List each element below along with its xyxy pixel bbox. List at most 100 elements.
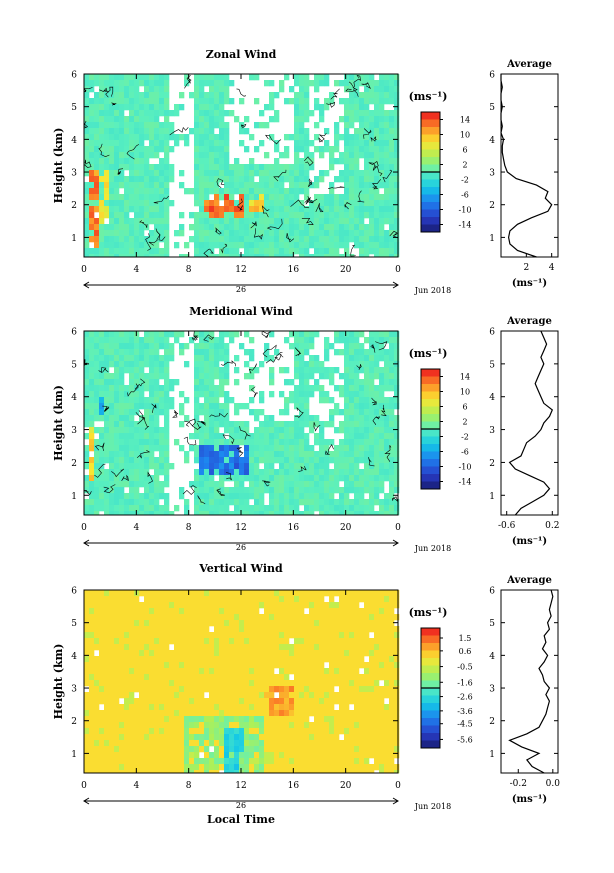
heatmap-cell <box>349 421 355 428</box>
heatmap-cell <box>209 644 215 651</box>
heatmap-cell <box>119 728 125 735</box>
heatmap-cell <box>379 439 385 446</box>
heatmap-cell <box>149 134 155 141</box>
heatmap-cell <box>254 224 260 231</box>
colorbar-band <box>421 224 440 233</box>
heatmap-cell <box>164 140 170 147</box>
heatmap-cell <box>279 152 285 159</box>
heatmap-cell <box>124 337 130 344</box>
heatmap-cell <box>294 152 300 159</box>
heatmap-cell <box>194 680 200 687</box>
colorbar-band <box>421 459 440 467</box>
heatmap-cell <box>234 722 240 729</box>
heatmap-cell <box>124 218 130 225</box>
heatmap-cell <box>154 469 160 476</box>
heatmap-cell <box>364 164 370 171</box>
heatmap-cell <box>149 104 155 111</box>
heatmap-cell <box>334 463 340 470</box>
contour-line <box>348 81 359 97</box>
heatmap-cell <box>179 710 185 717</box>
heatmap-cell <box>354 212 360 219</box>
heatmap-cell <box>259 475 265 482</box>
heatmap-cell <box>129 128 135 135</box>
heatmap-cell <box>89 686 95 693</box>
heatmap-cell <box>264 680 270 687</box>
heatmap-cell <box>249 644 255 651</box>
heatmap-cell <box>259 596 265 603</box>
heatmap-cell <box>269 602 275 609</box>
heatmap-cell <box>269 674 275 681</box>
heatmap-cell <box>89 668 95 675</box>
heatmap-cell <box>359 128 365 135</box>
heatmap-cell <box>224 355 230 362</box>
heatmap-cell <box>234 116 240 123</box>
heatmap-cell <box>134 662 140 669</box>
heatmap-cell <box>214 367 220 374</box>
heatmap-cell <box>264 445 270 452</box>
heatmap-cell <box>314 638 320 645</box>
heatmap-cell <box>149 397 155 404</box>
heatmap-cell <box>239 722 245 729</box>
heatmap-cell <box>204 397 210 404</box>
heatmap-cell <box>339 475 345 482</box>
heatmap-cell <box>249 218 255 225</box>
heatmap-cell <box>299 493 305 500</box>
contour-line <box>117 168 124 175</box>
heatmap-cell <box>104 590 110 597</box>
contour-line <box>350 244 356 257</box>
heatmap-cell <box>299 176 305 183</box>
heatmap-cell <box>129 668 135 675</box>
heatmap-cell <box>269 638 275 645</box>
heatmap-cell <box>374 355 380 362</box>
heatmap-cell <box>89 80 95 87</box>
heatmap-cell <box>349 367 355 374</box>
heatmap-cell <box>189 692 195 699</box>
heatmap-cell <box>124 355 130 362</box>
heatmap-cell <box>314 493 320 500</box>
heatmap-cell <box>194 626 200 633</box>
heatmap-cell <box>104 331 110 338</box>
heatmap-cell <box>229 620 235 627</box>
heatmap-cell <box>354 698 360 705</box>
heatmap-cell <box>294 134 300 141</box>
heatmap-cell <box>139 200 145 207</box>
heatmap-cell <box>319 200 325 207</box>
heatmap-cell <box>299 638 305 645</box>
heatmap-cell <box>309 343 315 350</box>
heatmap-cell <box>369 176 375 183</box>
heatmap-cell <box>364 421 370 428</box>
heatmap-cell <box>304 80 310 87</box>
heatmap-cell <box>109 608 115 615</box>
heatmap-cell <box>144 355 150 362</box>
heatmap-cell <box>314 487 320 494</box>
heatmap-cell <box>329 236 335 243</box>
heatmap-cell <box>139 361 145 368</box>
heatmap-cell <box>294 373 300 380</box>
heatmap-cell <box>394 182 400 189</box>
heatmap-cell <box>124 176 130 183</box>
heatmap-cell <box>164 134 170 141</box>
heatmap-cell <box>189 632 195 639</box>
heatmap-cell <box>339 728 345 735</box>
heatmap-cell <box>279 716 285 723</box>
heatmap-cell <box>389 206 395 213</box>
heatmap-cell <box>209 206 215 213</box>
heatmap-cell <box>299 403 305 410</box>
heatmap-cell <box>114 331 120 338</box>
heatmap-cell <box>144 427 150 434</box>
heatmap-cell <box>249 254 255 258</box>
heatmap-cell <box>359 674 365 681</box>
heatmap-cell <box>239 662 245 669</box>
heatmap-cell <box>224 511 230 516</box>
heatmap-cell <box>84 421 90 428</box>
heatmap-cell <box>199 493 205 500</box>
heatmap-cell <box>239 728 245 735</box>
heatmap-cell <box>279 230 285 237</box>
colorbar-band <box>421 451 440 460</box>
heatmap-cell <box>154 499 160 506</box>
heatmap-cell <box>119 505 125 512</box>
heatmap-cell <box>144 728 150 735</box>
heatmap-cell <box>239 164 245 171</box>
heatmap-cell <box>174 134 180 141</box>
heatmap-cell <box>119 415 125 422</box>
